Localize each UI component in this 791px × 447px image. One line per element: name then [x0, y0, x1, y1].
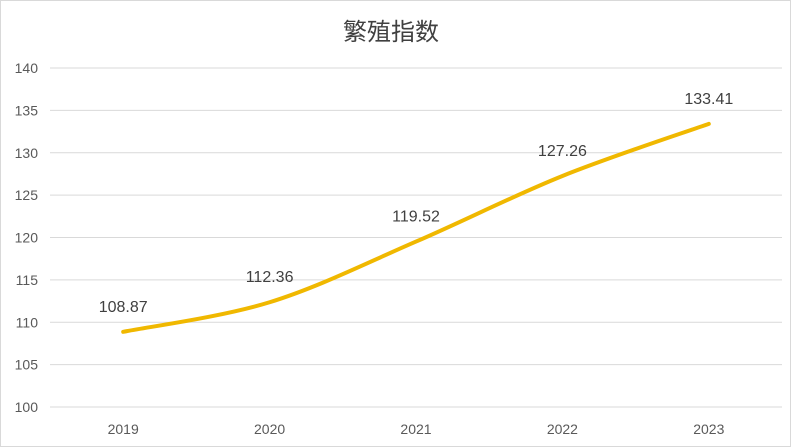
- y-axis: 100 105 110 115 120 125 130 135 140: [15, 60, 39, 415]
- x-axis: 2019 2020 2021 2022 2023: [108, 421, 725, 437]
- y-tick-label: 125: [15, 187, 39, 203]
- data-label: 133.41: [684, 91, 733, 108]
- y-tick-label: 130: [15, 145, 39, 161]
- y-tick-label: 135: [15, 102, 39, 118]
- x-tick-label: 2019: [108, 421, 139, 437]
- data-label: 112.36: [246, 269, 294, 286]
- y-tick-label: 115: [16, 272, 39, 288]
- y-tick-label: 120: [15, 230, 39, 246]
- y-tick-label: 140: [15, 60, 39, 76]
- gridlines: [50, 67, 782, 408]
- chart-title: 繁殖指数: [343, 18, 439, 46]
- data-label: 119.52: [392, 209, 440, 226]
- data-label: 108.87: [99, 299, 148, 316]
- y-tick-label: 105: [15, 357, 39, 373]
- y-tick-label: 100: [15, 399, 39, 415]
- series-line: [121, 121, 711, 334]
- data-labels: 108.87 112.36 119.52 127.26 133.41: [99, 91, 734, 316]
- y-tick-label: 110: [16, 314, 39, 330]
- x-tick-label: 2023: [693, 421, 724, 437]
- x-tick-label: 2020: [254, 421, 285, 437]
- x-tick-label: 2021: [400, 421, 431, 437]
- data-label: 127.26: [538, 143, 587, 160]
- x-tick-label: 2022: [547, 421, 578, 437]
